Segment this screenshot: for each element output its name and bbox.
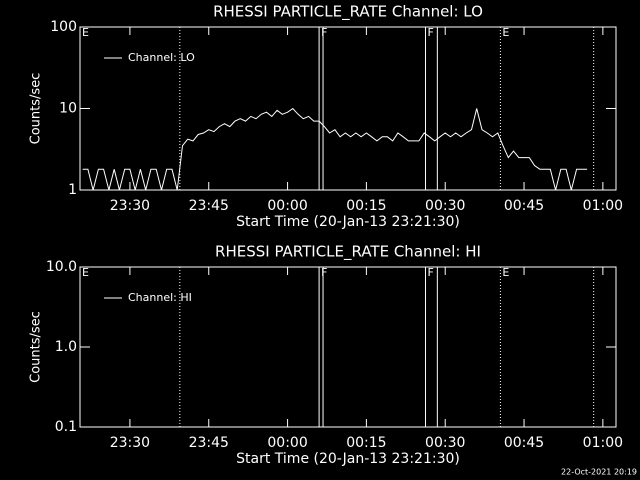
chart-title: RHESSI PARTICLE_RATE Channel: LO (213, 3, 483, 22)
x-tick-label: 23:45 (189, 435, 229, 451)
y-axis-label: Counts/sec (29, 73, 44, 145)
legend-label: Channel: LO (128, 51, 195, 64)
y-axis-label: Counts/sec (29, 311, 44, 383)
x-tick-label: 23:30 (110, 435, 150, 451)
annotation: E (502, 26, 509, 39)
annotation: F (321, 266, 327, 279)
x-tick-label: 23:30 (110, 198, 150, 214)
y-tick-label: 10.0 (46, 259, 77, 275)
annotation: E (82, 26, 89, 39)
footer: 22-Oct-2021 20:19 (561, 468, 637, 477)
data-line (82, 107, 588, 191)
x-tick-label: 00:45 (504, 435, 544, 451)
x-axis-label: Start Time (20-Jan-13 23:21:30) (236, 214, 460, 230)
x-tick-label: 01:00 (583, 435, 623, 451)
x-tick-label: 00:45 (504, 198, 544, 214)
x-tick-label: 01:00 (583, 198, 623, 214)
legend-label: Channel: HI (128, 291, 192, 304)
x-tick-label: 00:00 (267, 435, 307, 451)
x-tick-label: 23:45 (189, 198, 229, 214)
y-tick-label: 10 (59, 101, 77, 117)
annotation: F (428, 26, 434, 39)
annotation: F (321, 26, 327, 39)
annotation: E (502, 266, 509, 279)
x-tick-label: 00:30 (425, 435, 465, 451)
y-tick-label: 100 (50, 19, 77, 35)
y-tick-label: 0.1 (55, 419, 77, 435)
x-tick-label: 00:30 (425, 198, 465, 214)
chart-title: RHESSI PARTICLE_RATE Channel: HI (215, 243, 481, 262)
annotation: F (428, 266, 434, 279)
x-tick-label: 00:15 (346, 198, 386, 214)
x-tick-label: 00:15 (346, 435, 386, 451)
x-tick-label: 00:00 (267, 198, 307, 214)
y-tick-label: 1 (68, 182, 77, 198)
x-axis-label: Start Time (20-Jan-13 23:21:30) (236, 451, 460, 467)
y-tick-label: 1.0 (55, 339, 77, 355)
annotation: E (82, 266, 89, 279)
